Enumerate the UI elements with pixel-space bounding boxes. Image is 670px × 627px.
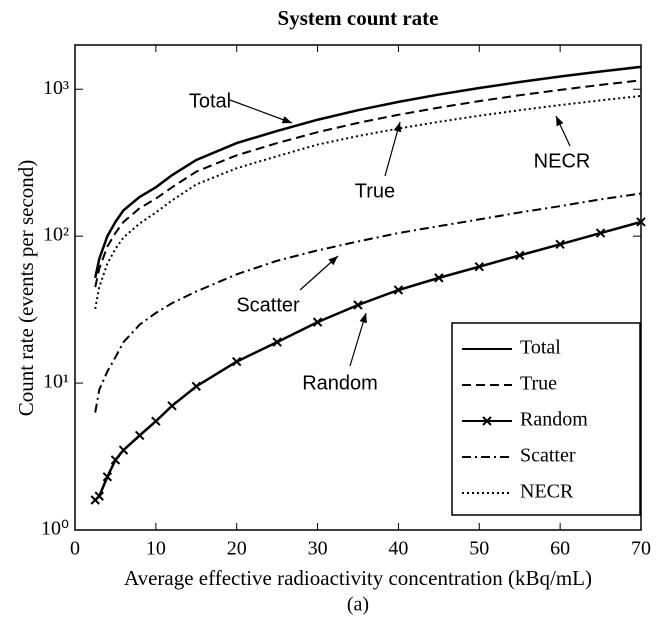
y-axis-label: Count rate (events per second) <box>14 160 38 417</box>
x-tick-label: 40 <box>388 538 408 560</box>
x-tick-label: 30 <box>308 538 328 560</box>
annotation: True <box>355 180 395 202</box>
x-tick-label: 60 <box>550 538 570 560</box>
legend-box <box>451 322 641 516</box>
annotation-arrow <box>384 121 402 177</box>
x-tick-label: 20 <box>227 538 247 560</box>
marker <box>151 416 161 426</box>
y-tick-label: 10² <box>43 224 69 246</box>
marker <box>474 261 484 272</box>
chart-title: System count rate <box>278 6 439 30</box>
x-tick-label: 0 <box>70 538 80 560</box>
marker <box>393 285 404 295</box>
legend-marker <box>482 416 492 426</box>
legend-label: Scatter <box>520 445 576 467</box>
marker <box>118 445 129 455</box>
legend-label: NECR <box>520 481 574 503</box>
annotation: Random <box>302 372 378 394</box>
legend-label: Total <box>520 337 561 359</box>
marker <box>434 273 444 283</box>
caption: (a) <box>347 594 369 616</box>
annotation-arrow <box>299 255 339 291</box>
annotation: Total <box>189 90 231 112</box>
annotation-arrow <box>555 115 571 147</box>
plot-frame <box>74 44 642 531</box>
y-tick-label: 10¹ <box>43 371 69 393</box>
series-line <box>93 65 642 279</box>
marker <box>232 356 242 367</box>
y-tick-label: 10³ <box>43 77 69 99</box>
legend-label: True <box>520 373 557 395</box>
marker <box>134 430 145 441</box>
series-line <box>94 94 642 310</box>
legend-label: Random <box>520 409 588 431</box>
marker <box>636 217 646 227</box>
marker <box>102 472 113 482</box>
marker <box>312 317 323 327</box>
marker <box>167 401 177 411</box>
annotation: NECR <box>534 150 591 172</box>
annotation: Scatter <box>236 294 300 316</box>
y-tick-label: 10⁰ <box>41 518 69 540</box>
x-tick-label: 10 <box>146 538 166 560</box>
marker <box>555 239 565 250</box>
marker <box>515 250 525 261</box>
annotation-arrow <box>349 312 367 367</box>
marker <box>272 337 282 347</box>
marker <box>353 300 363 310</box>
marker <box>191 381 201 392</box>
x-tick-label: 70 <box>631 538 651 560</box>
series-line <box>94 79 642 288</box>
marker <box>595 228 606 238</box>
marker <box>110 455 121 465</box>
x-tick-label: 50 <box>469 538 489 560</box>
annotation-arrow <box>229 99 293 124</box>
x-axis-label: Average effective radioactivity concentr… <box>124 566 592 590</box>
marker <box>94 491 104 501</box>
series-line <box>94 192 642 413</box>
